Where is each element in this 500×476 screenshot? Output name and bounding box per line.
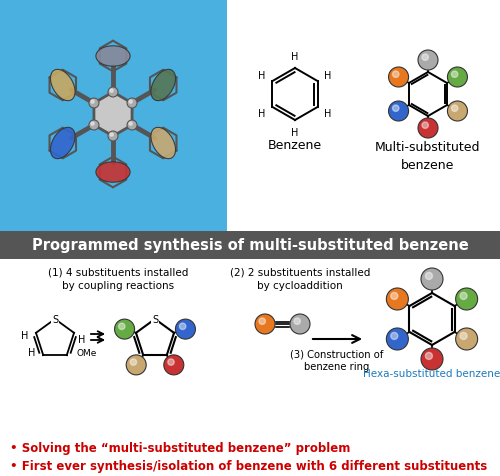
- Circle shape: [421, 268, 443, 290]
- Circle shape: [129, 101, 132, 104]
- Circle shape: [386, 288, 408, 310]
- Bar: [0, 231, 500, 259]
- Text: H: H: [78, 334, 86, 344]
- Circle shape: [89, 121, 99, 131]
- Circle shape: [460, 333, 467, 340]
- Circle shape: [290, 314, 310, 334]
- Circle shape: [91, 123, 94, 126]
- Text: • First ever synthesis/isolation of benzene with 6 different substituents: • First ever synthesis/isolation of benz…: [10, 459, 487, 472]
- Circle shape: [426, 273, 432, 280]
- Text: H: H: [28, 347, 35, 357]
- Circle shape: [89, 99, 99, 109]
- Bar: [227, 0, 500, 231]
- Ellipse shape: [96, 162, 130, 183]
- Circle shape: [180, 323, 186, 330]
- Ellipse shape: [96, 47, 130, 67]
- Circle shape: [127, 99, 137, 109]
- Text: H: H: [292, 128, 298, 138]
- Circle shape: [259, 318, 266, 325]
- Circle shape: [168, 359, 174, 366]
- Text: Benzene: Benzene: [268, 139, 322, 152]
- Circle shape: [418, 51, 438, 71]
- Circle shape: [418, 119, 438, 139]
- Circle shape: [110, 134, 113, 137]
- Circle shape: [456, 328, 477, 350]
- Text: H: H: [324, 109, 332, 119]
- Text: H: H: [20, 330, 28, 340]
- Circle shape: [426, 353, 432, 360]
- Circle shape: [460, 293, 467, 300]
- Circle shape: [118, 323, 125, 330]
- Ellipse shape: [151, 70, 176, 101]
- Bar: [0, 0, 227, 231]
- Circle shape: [422, 123, 428, 129]
- Text: Programmed synthesis of multi-substituted benzene: Programmed synthesis of multi-substitute…: [32, 238, 469, 253]
- Circle shape: [391, 293, 398, 300]
- Circle shape: [126, 355, 146, 375]
- Circle shape: [130, 359, 136, 366]
- Circle shape: [452, 72, 458, 78]
- Text: H: H: [324, 71, 332, 81]
- Ellipse shape: [151, 128, 176, 159]
- Text: (1) 4 substituents installed
by coupling reactions: (1) 4 substituents installed by coupling…: [48, 268, 188, 290]
- Circle shape: [448, 102, 468, 122]
- Circle shape: [91, 101, 94, 104]
- Circle shape: [388, 68, 408, 88]
- Text: (2) 2 substituents installed
by cycloaddition: (2) 2 substituents installed by cycloadd…: [230, 268, 370, 290]
- Ellipse shape: [50, 128, 75, 159]
- Text: S: S: [52, 314, 58, 324]
- Text: H: H: [258, 71, 266, 81]
- Polygon shape: [94, 93, 132, 137]
- Text: H: H: [292, 52, 298, 62]
- Circle shape: [294, 318, 300, 325]
- Circle shape: [448, 68, 468, 88]
- Text: H: H: [258, 109, 266, 119]
- Circle shape: [452, 106, 458, 112]
- Ellipse shape: [50, 70, 75, 101]
- Circle shape: [164, 355, 184, 375]
- Text: Hexa-substituted benzene: Hexa-substituted benzene: [364, 368, 500, 378]
- Text: OMe: OMe: [77, 348, 97, 357]
- Circle shape: [127, 121, 137, 131]
- Circle shape: [108, 132, 118, 142]
- Circle shape: [176, 319, 196, 339]
- Circle shape: [421, 348, 443, 370]
- Text: (3) Construction of
benzene ring: (3) Construction of benzene ring: [290, 349, 384, 372]
- Circle shape: [391, 333, 398, 340]
- Circle shape: [388, 102, 408, 122]
- Circle shape: [129, 123, 132, 126]
- Circle shape: [108, 88, 118, 98]
- Circle shape: [114, 319, 134, 339]
- Circle shape: [422, 55, 428, 61]
- Circle shape: [456, 288, 477, 310]
- Circle shape: [255, 314, 275, 334]
- Circle shape: [386, 328, 408, 350]
- Circle shape: [392, 106, 399, 112]
- Text: Multi-substituted
benzene: Multi-substituted benzene: [375, 141, 481, 172]
- Circle shape: [110, 90, 113, 93]
- Circle shape: [392, 72, 399, 78]
- Bar: [0, 259, 500, 476]
- Text: S: S: [152, 314, 158, 324]
- Text: • Solving the “multi-substituted benzene” problem: • Solving the “multi-substituted benzene…: [10, 441, 350, 454]
